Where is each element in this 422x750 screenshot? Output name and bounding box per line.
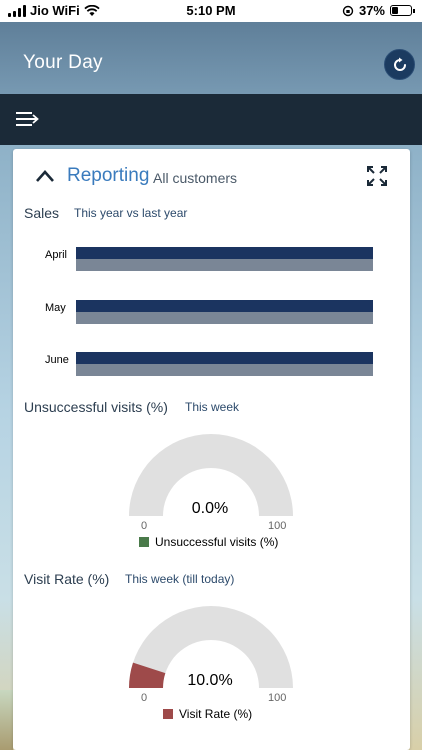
legend-label: Visit Rate (%) xyxy=(179,707,253,721)
bar-last-year xyxy=(76,311,373,324)
status-time: 5:10 PM xyxy=(186,3,236,18)
card-header: Reporting All customers xyxy=(13,149,410,199)
gauge-track xyxy=(129,606,293,688)
unsuccessful-value: 0.0% xyxy=(191,500,229,517)
battery-level xyxy=(392,7,399,14)
unsuccessful-title: Unsuccessful visits (%) xyxy=(24,399,168,415)
visit-rate-value: 10.0% xyxy=(187,672,233,689)
status-right: 37% xyxy=(342,3,415,18)
reporting-card: Reporting All customers Sales This year … xyxy=(13,149,410,750)
status-left: Jio WiFi xyxy=(8,3,100,18)
gauge-max-label: 100 xyxy=(268,692,287,704)
card-title: Reporting xyxy=(67,165,150,186)
gauge-track xyxy=(129,434,293,516)
battery-percent: 37% xyxy=(358,3,385,18)
refresh-button[interactable] xyxy=(384,49,415,80)
unsuccessful-subtitle: This week xyxy=(185,400,240,414)
status-bar: Jio WiFi 5:10 PM 37% xyxy=(0,0,422,22)
visit-rate-subtitle: This week (till today) xyxy=(125,572,235,586)
bar-category-label: May xyxy=(45,301,66,314)
sales-title: Sales xyxy=(24,205,60,221)
background-scenery xyxy=(0,690,13,750)
visit-rate-gauge xyxy=(129,606,293,688)
app-header: Your Day xyxy=(0,22,422,94)
expand-icon[interactable] xyxy=(367,166,387,186)
bar-last-year xyxy=(76,259,373,271)
nav-bar xyxy=(0,94,422,145)
battery-icon xyxy=(390,5,415,16)
gauge-max-label: 100 xyxy=(268,520,287,532)
bar-this-year xyxy=(76,299,373,312)
gauge-min-label: 0 xyxy=(141,692,148,704)
gauge-min-label: 0 xyxy=(141,520,148,532)
chevron-up-icon[interactable] xyxy=(35,169,55,183)
gauge-fill xyxy=(129,662,166,688)
legend-label: Unsuccessful visits (%) xyxy=(155,535,279,549)
bar-category-label: June xyxy=(45,354,69,366)
orientation-lock-icon xyxy=(342,5,354,16)
carrier-label: Jio WiFi xyxy=(30,3,80,18)
unsuccessful-gauge xyxy=(129,434,293,516)
bar-category-label: April xyxy=(45,249,68,261)
signal-icon xyxy=(8,4,26,17)
unsuccessful-legend: Unsuccessful visits (%) xyxy=(139,535,278,549)
visit-rate-title: Visit Rate (%) xyxy=(24,571,110,587)
bar-this-year xyxy=(76,352,373,364)
legend-swatch xyxy=(139,537,149,547)
bar-this-year xyxy=(76,247,373,259)
sales-subtitle: This year vs last year xyxy=(74,206,188,220)
menu-icon[interactable] xyxy=(15,110,39,128)
refresh-icon xyxy=(393,57,406,71)
bar-last-year xyxy=(76,364,373,376)
page-title: Your Day xyxy=(23,52,103,73)
visit-rate-legend: Visit Rate (%) xyxy=(163,707,252,721)
card-subtitle: All customers xyxy=(153,170,238,186)
wifi-icon xyxy=(84,4,100,16)
legend-swatch xyxy=(163,709,173,719)
